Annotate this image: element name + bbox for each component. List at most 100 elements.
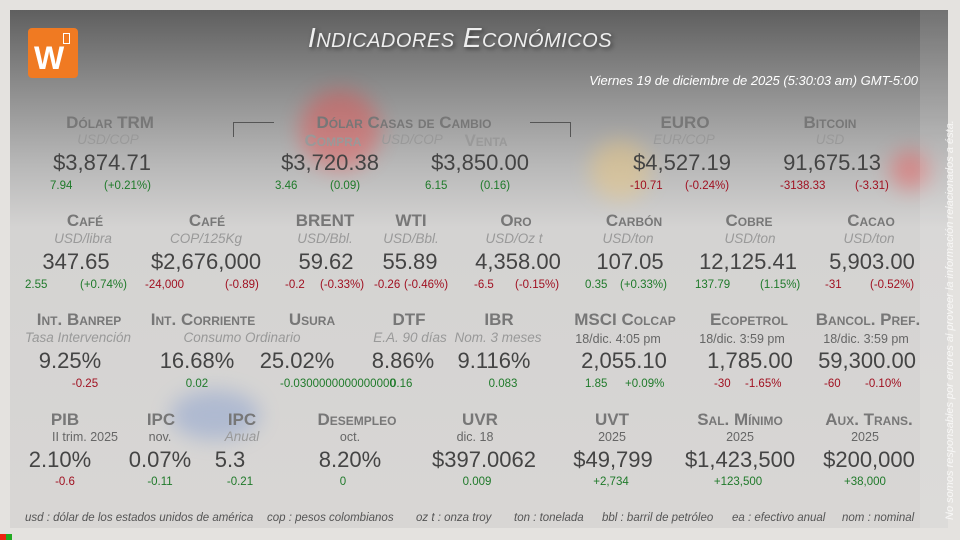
compra-value: $3,720.38 (281, 150, 379, 175)
cacao-value: 5,903.00 (829, 249, 915, 274)
colcap-change: 1.85 (585, 378, 608, 390)
cacao-unit: USD/ton (843, 231, 895, 246)
brent-unit: USD/Bbl. (297, 231, 353, 246)
cacao-change: -31 (825, 279, 842, 291)
casas-unit: USD/COP (381, 132, 443, 147)
aux-title: Aux. Trans. (825, 410, 913, 429)
oro-unit: USD/Oz t (485, 231, 543, 246)
brent-change: -0.2 (285, 279, 305, 291)
cafe-cop-value: $2,676,000 (150, 249, 262, 274)
cobre-percent: (1.15%) (760, 279, 801, 291)
banrep-value: 9.25% (38, 348, 102, 373)
ecopetrol-change: -30 (714, 378, 731, 390)
corriente-title: Int. Corriente (150, 310, 256, 329)
ibr-value: 9.116% (457, 348, 531, 373)
pib-period: II trim. 2025 (52, 430, 118, 444)
venta-value: $3,850.00 (431, 150, 529, 175)
brand-logo[interactable]: W (28, 28, 78, 78)
ibr-change: 0.083 (488, 378, 518, 390)
cafe-usd-title: Café (66, 211, 104, 230)
pib-value: 2.10% (28, 447, 92, 472)
cafe-cop-change: -24,000 (145, 279, 185, 291)
legend-item: bbl : barril de petróleo (602, 512, 714, 524)
dtf-change: 0.16 (390, 378, 413, 390)
compra-percent: (0.09) (330, 180, 361, 192)
venta-change: 6.15 (425, 180, 448, 192)
bancol-time: 18/dic. 3:59 pm (823, 332, 909, 346)
ipc-change: -0.11 (147, 476, 173, 488)
ecopetrol-title: Ecopetrol (709, 310, 789, 329)
ecopetrol-percent: -1.65% (745, 378, 782, 390)
oro-title: Oro (500, 211, 532, 230)
wti-unit: USD/Bbl. (383, 231, 439, 246)
desempleo-period: oct. (339, 430, 361, 444)
aux-value: $200,000 (823, 447, 915, 472)
banrep-sub: Tasa Intervención (24, 330, 132, 345)
banrep-change: -0.25 (71, 378, 99, 390)
oro-value: 4,358.00 (475, 249, 561, 274)
ipc-anual-title: IPC (227, 410, 257, 429)
pib-change: -0.6 (55, 476, 75, 488)
salario-change: +123,500 (713, 476, 763, 488)
cacao-percent: (-0.52%) (870, 279, 915, 291)
aux-period: 2025 (851, 430, 879, 444)
oro-change: -6.5 (474, 279, 494, 291)
dtf-title: DTF (392, 310, 426, 329)
uvr-change: 0.009 (462, 476, 492, 488)
bancol-percent: -0.10% (865, 378, 902, 390)
cafe-cop-percent: (-0.89) (225, 279, 259, 291)
carbon-unit: USD/ton (602, 231, 654, 246)
venta-label: Venta (464, 131, 508, 150)
usura-title: Usura (288, 310, 336, 329)
logo-letter: W (34, 40, 64, 76)
salario-period: 2025 (726, 430, 754, 444)
casas-title: Dólar Casas de Cambio (316, 113, 492, 132)
uvt-period: 2025 (598, 430, 626, 444)
corriente-sub: Consumo Ordinario (183, 330, 301, 345)
ibr-title: IBR (484, 310, 514, 329)
uvr-value: $397.0062 (432, 447, 536, 472)
colcap-value: 2,055.10 (581, 348, 667, 373)
bancol-title: Bancol. Pref. (815, 310, 921, 329)
ipc-title: IPC (146, 410, 176, 429)
uvt-value: $49,799 (573, 447, 653, 472)
brent-value: 59.62 (298, 249, 354, 274)
ecopetrol-time: 18/dic. 3:59 pm (699, 332, 785, 346)
cafe-cop-unit: COP/125Kg (169, 231, 243, 246)
carbon-percent: (+0.33%) (620, 279, 667, 291)
candlestick-icon (63, 33, 70, 44)
disclaimer-text: No somos responsables por errores al pro… (944, 120, 956, 520)
wti-percent: (-0.46%) (404, 279, 449, 291)
uvr-title: UVR (462, 410, 498, 429)
corriente-change: 0.02 (185, 378, 209, 390)
bitcoin-percent: (-3.31) (855, 180, 889, 192)
desempleo-title: Desempleo (317, 410, 397, 429)
bitcoin-value: 91,675.13 (783, 150, 881, 175)
trm-percent: (+0.21%) (104, 180, 151, 192)
trm-change: 7.94 (50, 180, 73, 192)
trm-value: $3,874.71 (53, 150, 151, 175)
legend-item: ea : efectivo anual (732, 512, 826, 524)
bracket-left (233, 122, 274, 137)
ipc-anual-value: 5.3 (214, 447, 246, 472)
pib-title: PIB (50, 410, 80, 429)
legend-item: usd : dólar de los estados unidos de amé… (25, 512, 254, 524)
cobre-title: Cobre (725, 211, 773, 230)
ipc-anual-sub: Anual (224, 429, 260, 444)
cobre-value: 12,125.41 (699, 249, 797, 274)
uvt-change: +2,734 (593, 476, 629, 488)
legend-item: cop : pesos colombianos (267, 512, 394, 524)
ecopetrol-value: 1,785.00 (707, 348, 793, 373)
compra-change: 3.46 (275, 180, 298, 192)
date-time: Viernes 19 de diciembre de 2025 (5:30:03… (589, 73, 918, 88)
dtf-sub: E.A. 90 días (373, 330, 447, 345)
bitcoin-title: Bitcoin (803, 113, 857, 132)
bitcoin-unit: USD (815, 132, 845, 147)
cafe-usd-change: 2.55 (25, 279, 48, 291)
dtf-value: 8.86% (371, 348, 435, 373)
legend-item: nom : nominal (842, 512, 915, 524)
cafe-usd-percent: (+0.74%) (80, 279, 127, 291)
ipc-period: nov. (148, 430, 172, 444)
uvt-title: UVT (595, 410, 629, 429)
bancol-change: -60 (824, 378, 841, 390)
